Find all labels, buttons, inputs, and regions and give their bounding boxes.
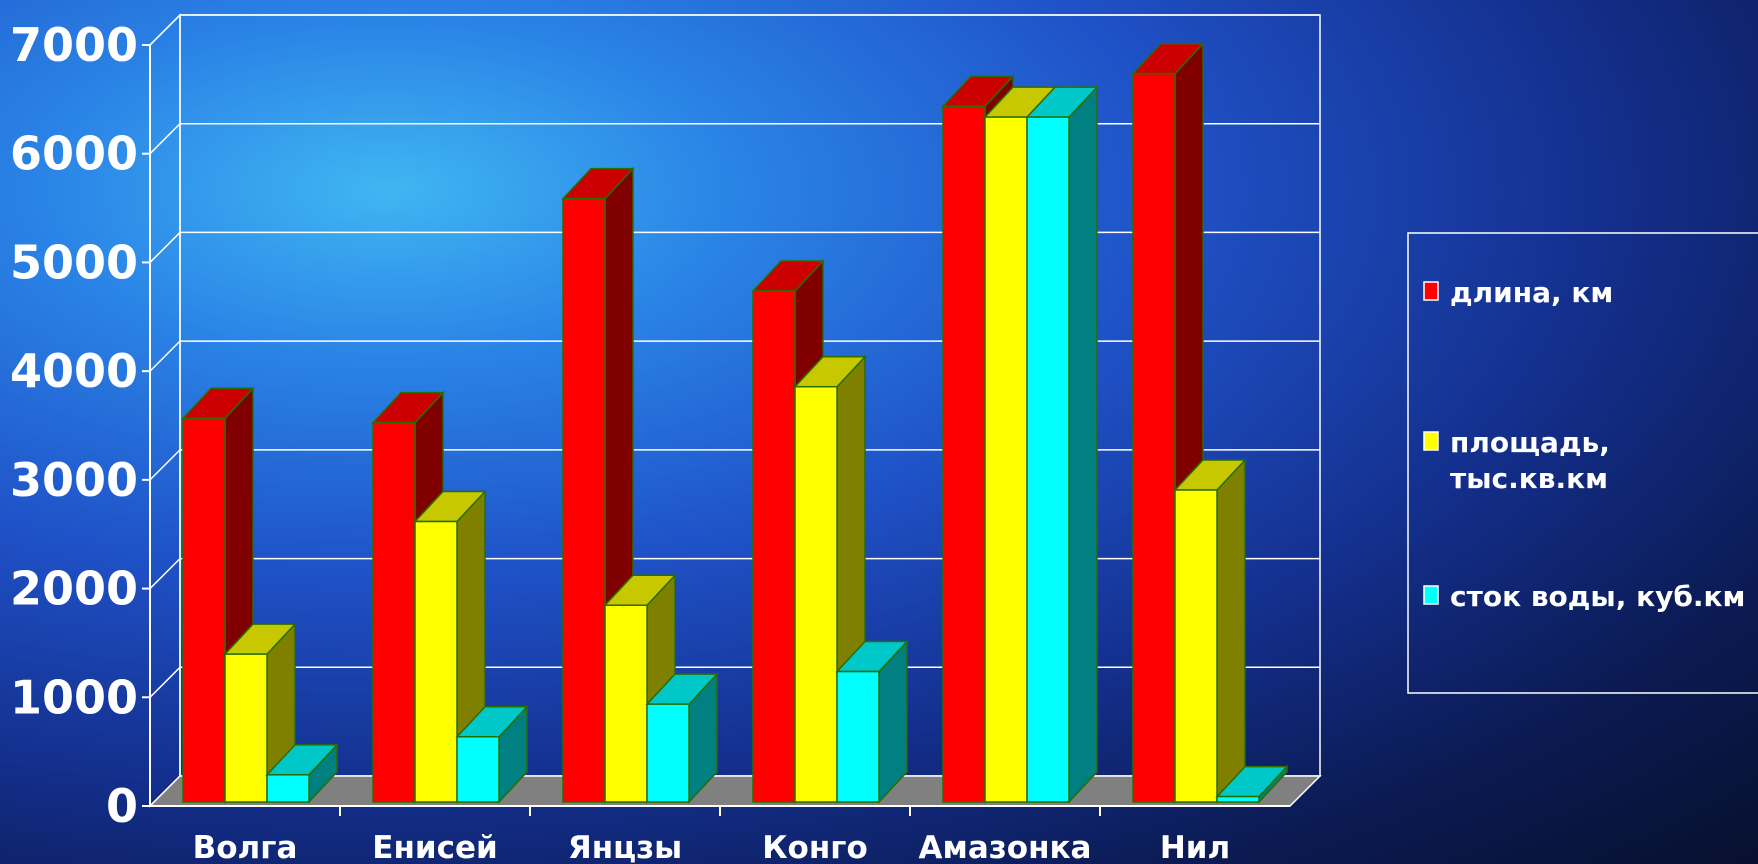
bar-front <box>414 520 458 803</box>
bar <box>1173 458 1247 804</box>
legend-label: сток воды, куб.км <box>1450 580 1745 613</box>
x-tick-label: Амазонка <box>919 830 1092 864</box>
y-tick-label: 7000 <box>10 18 138 72</box>
bar-front <box>562 197 606 803</box>
bar <box>1025 85 1099 804</box>
bar <box>265 742 339 804</box>
x-tick-label: Конго <box>762 830 868 864</box>
legend-label: длина, км <box>1450 276 1613 309</box>
y-tick-label: 0 <box>106 779 138 833</box>
gridline <box>149 449 1320 481</box>
bar-front <box>266 774 310 803</box>
bar-front <box>1026 116 1070 803</box>
gridline <box>149 666 1320 698</box>
bar-front <box>224 653 268 803</box>
legend: длина, км площадь,тыс.кв.км сток воды, куб… <box>1407 232 1758 694</box>
bar <box>645 672 719 804</box>
bar-front <box>1174 489 1218 803</box>
legend-item: площадь,тыс.кв.км <box>1423 426 1610 495</box>
bar-front <box>372 421 416 803</box>
gridline <box>149 557 1320 590</box>
bar-group <box>181 386 339 804</box>
bar-front <box>942 105 986 803</box>
side-wall <box>149 13 181 808</box>
y-axis-ticks: 0 1000 2000 3000 4000 5000 6000 7000 <box>10 18 1290 833</box>
legend-label: площадь, <box>1450 426 1610 459</box>
bar-front <box>752 290 796 803</box>
legend-swatch <box>1423 281 1439 301</box>
legend-swatch <box>1423 585 1439 605</box>
bar <box>455 704 529 804</box>
x-tick-label: Волга <box>193 830 298 864</box>
bar-front <box>1132 72 1176 803</box>
y-tick-label: 3000 <box>10 453 138 507</box>
bar <box>1215 764 1289 804</box>
bar-group <box>371 390 529 804</box>
x-axis-labels: Волга Енисей Янцзы Конго Амазонка Нил <box>193 806 1230 864</box>
legend-swatch <box>1423 431 1439 451</box>
bar-front <box>456 736 500 803</box>
x-tick-label: Янцзы <box>568 830 682 864</box>
bar-front <box>646 703 690 803</box>
bar-front <box>836 670 880 803</box>
gridline <box>149 14 1320 46</box>
x-tick-label: Нил <box>1160 830 1230 864</box>
y-tick-label: 4000 <box>10 344 138 398</box>
y-tick-label: 1000 <box>10 670 138 724</box>
bar-group <box>941 74 1099 804</box>
y-tick-label: 6000 <box>10 127 138 181</box>
x-tick-label: Енисей <box>372 830 497 864</box>
bar-side <box>1216 458 1246 804</box>
bar-front <box>182 417 226 803</box>
bar-group <box>561 166 719 804</box>
legend-item: сток воды, куб.км <box>1423 580 1745 613</box>
bar-group <box>751 259 909 804</box>
gridline <box>149 122 1320 155</box>
bar-front <box>1216 795 1260 803</box>
bar-group <box>1131 41 1289 804</box>
y-tick-label: 5000 <box>10 235 138 289</box>
bars <box>181 41 1289 804</box>
bar-front <box>984 116 1028 803</box>
bar-front <box>794 385 838 803</box>
legend-box <box>1407 232 1758 694</box>
bar <box>835 639 909 804</box>
bar-side <box>1068 85 1098 804</box>
bar-front <box>604 604 648 803</box>
y-tick-label: 2000 <box>10 562 138 616</box>
gridline <box>149 340 1320 372</box>
legend-label: тыс.кв.км <box>1450 462 1608 495</box>
gridline <box>149 231 1320 263</box>
legend-item: длина, км <box>1423 276 1613 309</box>
gridlines <box>149 14 1320 698</box>
